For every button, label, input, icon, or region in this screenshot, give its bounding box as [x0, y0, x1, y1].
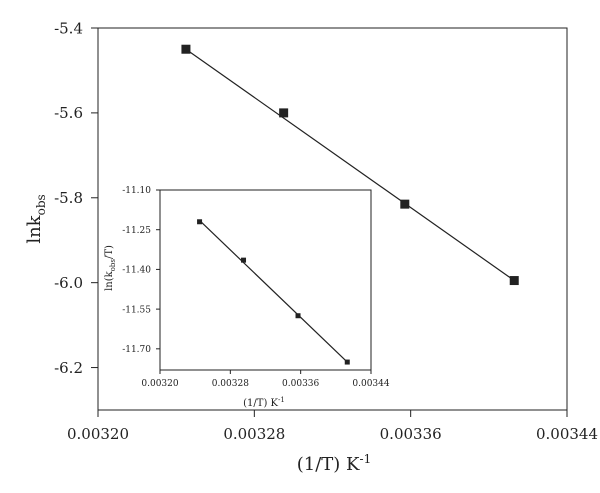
main-x-axis: 0.00320 0.00328 0.00336 0.00344	[67, 410, 598, 443]
main-x-axis-label: (1/T) K-1	[297, 452, 371, 475]
inset-data-point	[344, 359, 350, 365]
main-x-tick-label: 0.00320	[67, 425, 129, 443]
main-fit-line	[185, 48, 515, 282]
main-data-point	[509, 276, 519, 286]
main-y-tick-label: -5.6	[54, 104, 83, 122]
main-plot-frame	[97, 27, 568, 411]
inset-data-point	[295, 313, 301, 319]
inset-y-tick-label: -11.55	[122, 305, 151, 315]
main-y-tick-label: -6.2	[54, 359, 83, 377]
inset-data-point	[241, 257, 247, 263]
inset-fit-line	[199, 220, 348, 363]
main-y-tick-label: -5.4	[54, 19, 83, 37]
main-chart: 0.00320 0.00328 0.00336 0.00344 -5.4-5.6-5.…	[24, 19, 598, 475]
inset-x-tick-label: 0.00344	[352, 379, 389, 389]
inset-y-tick-label: -11.70	[122, 345, 151, 355]
inset-x-tick-label: 0.00336	[282, 379, 319, 389]
inset-x-tick-label: 0.00328	[212, 379, 249, 389]
inset-background	[160, 190, 371, 370]
main-y-tick-label: -6.0	[54, 274, 83, 292]
main-data-point	[400, 199, 410, 209]
main-y-axis-label: lnkobs	[24, 194, 48, 243]
main-y-axis: -5.4 -5.6 -5.8 -6.0 -6.2	[54, 19, 98, 377]
main-x-tick-label: 0.00328	[223, 425, 285, 443]
inset-y-axis: -11.10 -11.25 -11.40 -11.55 -11.70	[122, 186, 160, 355]
inset-plot-frame	[159, 189, 372, 371]
inset-series	[197, 219, 350, 365]
inset-chart: 0.00320 0.00328 0.00336 0.00344 -11.10 -11.2…	[104, 186, 390, 409]
inset-data-point	[197, 219, 203, 225]
main-y-tick-label: -5.8	[54, 189, 83, 207]
inset-x-axis: 0.00320 0.00328 0.00336 0.00344	[141, 370, 390, 389]
inset-y-tick-label: -11.25	[122, 226, 151, 236]
inset-x-axis-label: (1/T) K-1	[243, 396, 285, 409]
inset-y-axis-label: ln(kobs/T)	[104, 245, 117, 291]
main-x-tick-label: 0.00336	[380, 425, 442, 443]
main-x-tick-label: 0.00344	[536, 425, 598, 443]
inset-y-tick-label: -11.40	[122, 266, 151, 276]
inset-y-tick-label: -11.10	[122, 186, 151, 196]
main-data-point	[181, 44, 191, 54]
main-series	[181, 44, 519, 286]
main-data-point	[279, 108, 289, 118]
inset-x-tick-label: 0.00320	[141, 379, 178, 389]
